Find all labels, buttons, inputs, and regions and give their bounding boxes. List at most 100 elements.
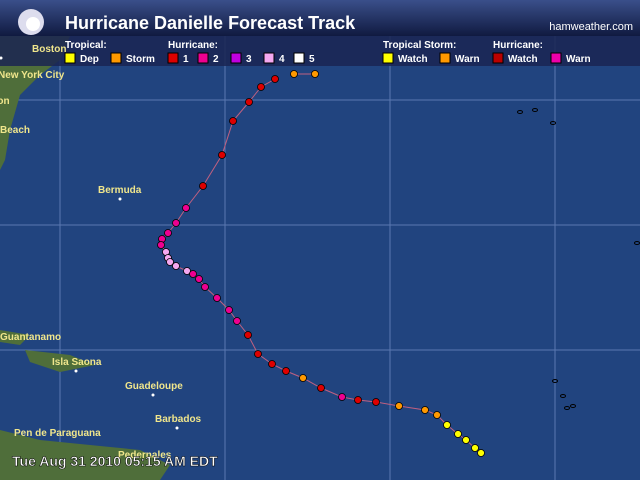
- track-point: [395, 402, 403, 410]
- legend-swatch: [439, 52, 451, 64]
- track-point: [338, 393, 346, 401]
- place-dot: [151, 393, 155, 397]
- track-point: [257, 83, 265, 91]
- legend-group: Tropical Storm:: [383, 40, 456, 51]
- legend-item: Warn: [455, 54, 480, 65]
- legend-item: Storm: [126, 54, 155, 65]
- island: [570, 404, 576, 408]
- legend-item: 4: [279, 54, 285, 65]
- logo-core: [26, 17, 40, 31]
- track-point: [282, 367, 290, 375]
- track-point: [218, 151, 226, 159]
- island: [550, 121, 556, 125]
- place-label: Guadeloupe: [125, 381, 183, 392]
- header-bar: [0, 0, 640, 36]
- title: Hurricane Danielle Forecast Track: [65, 13, 356, 33]
- places: Boston New York City ton Beach Bermuda Guanta…: [0, 44, 202, 461]
- legend-item: Watch: [508, 54, 538, 65]
- island: [552, 379, 558, 383]
- track-point: [182, 204, 190, 212]
- track-point: [477, 449, 485, 457]
- place-label: Bermuda: [98, 185, 142, 196]
- place-label: Guantanamo: [0, 332, 61, 343]
- legend-swatch: [110, 52, 122, 64]
- legend-bar: [0, 36, 640, 66]
- legend-item: 3: [246, 54, 252, 65]
- track-point: [189, 270, 197, 278]
- track-point: [164, 229, 172, 237]
- legend-item: 1: [183, 54, 189, 65]
- place-label: Beach: [0, 125, 30, 136]
- legend-swatch: [293, 52, 305, 64]
- track-point: [183, 267, 191, 275]
- place-dot: [118, 197, 122, 201]
- track-point: [201, 283, 209, 291]
- legend-swatch: [263, 52, 275, 64]
- island: [560, 394, 566, 398]
- track-point: [462, 436, 470, 444]
- place-label: Pedernales: [118, 450, 172, 461]
- legend-swatch: [230, 52, 242, 64]
- track-point: [213, 294, 221, 302]
- track-point: [299, 374, 307, 382]
- site: hamweather.com: [549, 21, 633, 33]
- track-point: [317, 384, 325, 392]
- track-point: [229, 117, 237, 125]
- legend-item: Watch: [398, 54, 428, 65]
- track-point: [290, 70, 298, 78]
- track-point: [421, 406, 429, 414]
- track-point: [271, 75, 279, 83]
- graticule: [0, 36, 640, 480]
- legend-swatch: [492, 52, 504, 64]
- track-point: [254, 350, 262, 358]
- track-point: [244, 331, 252, 339]
- legend-item: Dep: [80, 54, 99, 65]
- legend-swatch: [382, 52, 394, 64]
- track-point: [245, 98, 253, 106]
- track-point: [454, 430, 462, 438]
- place-label: Isla Saona: [52, 357, 102, 368]
- legend-group: Tropical:: [65, 40, 107, 51]
- place-dot: [74, 369, 78, 373]
- place-label: New York City: [0, 70, 65, 81]
- legend-swatch: [64, 52, 76, 64]
- legend-swatch: [197, 52, 209, 64]
- timestamp: Tue Aug 31 2010 05:15 AM EDT: [12, 453, 218, 469]
- track-point: [311, 70, 319, 78]
- track-point: [268, 360, 276, 368]
- place-label: Pen de Paraguana: [14, 428, 101, 439]
- track-point: [433, 411, 441, 419]
- track-point: [157, 241, 165, 249]
- track-point: [172, 262, 180, 270]
- track-point: [471, 444, 479, 452]
- legend-swatch: [550, 52, 562, 64]
- legend-item: 2: [213, 54, 219, 65]
- track-point: [195, 275, 203, 283]
- track-point: [166, 258, 174, 266]
- track-point: [225, 306, 233, 314]
- place-label: ton: [0, 96, 10, 107]
- legend-group: Hurricane:: [168, 40, 218, 51]
- legend-swatch: [167, 52, 179, 64]
- place-label: Barbados: [155, 414, 202, 425]
- track-point: [372, 398, 380, 406]
- track-point: [233, 317, 241, 325]
- track-point: [354, 396, 362, 404]
- legend: Tropical: Dep Storm Hurricane: 1 2 3 4 5 Tropical…: [64, 40, 591, 65]
- island: [532, 108, 538, 112]
- legend-item: Warn: [566, 54, 591, 65]
- place-label: Boston: [32, 44, 66, 55]
- island: [517, 110, 523, 114]
- legend-item: 5: [309, 54, 315, 65]
- place-dot: [0, 56, 3, 60]
- track-point: [443, 421, 451, 429]
- track: [157, 70, 640, 457]
- island: [564, 406, 570, 410]
- track-point: [199, 182, 207, 190]
- land: [0, 36, 170, 480]
- legend-group: Hurricane:: [493, 40, 543, 51]
- place-dot: [175, 426, 179, 430]
